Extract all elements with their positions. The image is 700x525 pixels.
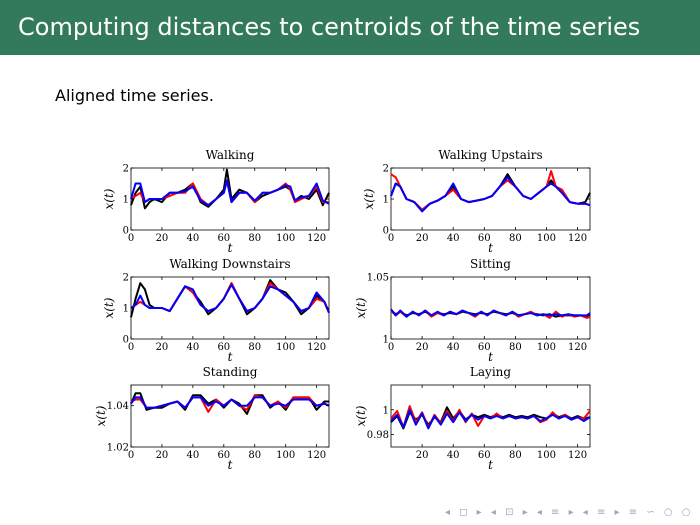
x-tick-label: 100 (537, 233, 556, 244)
series-line-blue (390, 308, 591, 318)
x-tick-label: 80 (509, 233, 522, 244)
y-axis-label: x(t) (102, 188, 116, 209)
x-tick-label: 60 (217, 450, 230, 461)
y-tick-label: 2 (123, 273, 129, 284)
axes-frame (130, 384, 330, 448)
chart-title: Walking (206, 148, 255, 162)
x-tick-label: 80 (248, 450, 261, 461)
y-axis-label: x(t) (354, 405, 368, 426)
y-axis-label: x(t) (362, 188, 376, 209)
y-tick-label: 1.04 (107, 401, 129, 412)
y-tick-label: 1 (383, 405, 389, 416)
series-line-blue (130, 283, 330, 313)
series-line-black (130, 392, 329, 415)
x-tick-label: 40 (187, 342, 200, 353)
y-tick-label: 1 (383, 195, 389, 206)
y-tick-label: 1.02 (107, 443, 129, 454)
y-tick-label: 0 (383, 226, 389, 237)
y-tick-label: 1 (383, 335, 389, 346)
chart-4: 0 20 40 60 80 100 120 1.02 1.04 Standing t x(t) (94, 365, 330, 472)
y-axis-label: x(t) (94, 405, 108, 426)
x-tick-label: 0 (388, 342, 394, 353)
y-tick-label: 0 (123, 335, 129, 346)
series-line-red (130, 394, 330, 413)
chart-1: 0 20 40 60 80 100 120 0 1 2 Walking Upstairs t x(t) (362, 148, 591, 255)
x-tick-label: 40 (447, 233, 460, 244)
x-tick-label: 20 (156, 233, 169, 244)
x-tick-label: 80 (509, 342, 522, 353)
x-tick-label: 100 (276, 342, 295, 353)
x-tick-label: 20 (156, 450, 169, 461)
slide-title: Computing distances to centroids of the … (18, 13, 641, 41)
x-tick-label: 0 (128, 233, 134, 244)
title-bar: Computing distances to centroids of the … (0, 0, 700, 55)
x-axis-label: t (488, 458, 493, 472)
x-tick-label: 120 (568, 450, 587, 461)
series-line-blue (130, 396, 330, 409)
x-tick-label: 120 (307, 342, 326, 353)
chart-title: Laying (470, 365, 511, 379)
chart-title: Walking Downstairs (169, 257, 290, 271)
x-tick-label: 40 (187, 233, 200, 244)
x-axis-label: t (488, 350, 493, 364)
y-tick-label: 0 (123, 226, 129, 237)
y-tick-label: 1 (123, 304, 129, 315)
series-line-blue (390, 176, 591, 213)
x-tick-label: 40 (447, 342, 460, 353)
chart-title: Walking Upstairs (438, 148, 542, 162)
chart-title: Standing (203, 365, 258, 379)
x-tick-label: 80 (248, 342, 261, 353)
series-line-blue (390, 408, 591, 430)
chart-title: Sitting (470, 257, 511, 271)
x-tick-label: 100 (537, 450, 556, 461)
x-tick-label: 0 (388, 233, 394, 244)
x-tick-label: 100 (276, 450, 295, 461)
y-tick-label: 0.98 (367, 430, 389, 441)
x-tick-label: 100 (537, 342, 556, 353)
chart-0: 0 20 40 60 80 100 120 0 1 2 Walking t x(t) (102, 148, 330, 255)
y-tick-label: 1.05 (367, 273, 389, 284)
y-tick-label: 1 (123, 195, 129, 206)
slide-nav-symbols[interactable]: ◂ ◻ ▸ ◂ ⊡ ▸ ◂ ≡ ▸ ◂ ≡ ▸ ≡ ∽ ○ ○ (445, 507, 694, 518)
x-axis-label: t (228, 241, 233, 255)
x-tick-label: 40 (447, 450, 460, 461)
chart-2: 0 20 40 60 80 100 120 0 1 2 Walking Downstairs t x(t… (102, 257, 330, 364)
y-tick-label: 2 (383, 164, 389, 175)
x-tick-label: 80 (509, 450, 522, 461)
x-tick-label: 60 (217, 342, 230, 353)
axes-frame (390, 384, 591, 448)
x-tick-label: 120 (307, 450, 326, 461)
x-tick-label: 0 (128, 342, 134, 353)
x-tick-label: 120 (568, 342, 587, 353)
slide-subtitle: Aligned time series. (55, 86, 214, 105)
x-tick-label: 60 (217, 233, 230, 244)
x-tick-label: 60 (478, 342, 491, 353)
x-tick-label: 120 (307, 233, 326, 244)
axes-frame (390, 276, 591, 340)
x-tick-label: 100 (276, 233, 295, 244)
x-tick-label: 60 (478, 233, 491, 244)
x-tick-label: 20 (416, 342, 429, 353)
axes-frame (390, 167, 591, 231)
x-tick-label: 120 (568, 233, 587, 244)
x-tick-label: 40 (187, 450, 200, 461)
x-tick-label: 20 (416, 233, 429, 244)
x-tick-label: 80 (248, 233, 261, 244)
x-axis-label: t (488, 241, 493, 255)
x-axis-label: t (228, 458, 233, 472)
x-axis-label: t (228, 350, 233, 364)
x-tick-label: 0 (128, 450, 134, 461)
series-line-blue (130, 179, 330, 207)
x-tick-label: 60 (478, 450, 491, 461)
y-axis-label: x(t) (102, 297, 116, 318)
chart-5: 20 40 60 80 100 120 0.98 1 Laying t x(t) (354, 365, 591, 472)
x-tick-label: 20 (156, 342, 169, 353)
y-tick-label: 2 (123, 164, 129, 175)
chart-3: 0 20 40 60 80 100 120 1 1.05 Sitting t x(t) (354, 257, 591, 364)
y-axis-label: x(t) (354, 297, 368, 318)
x-tick-label: 20 (416, 450, 429, 461)
series-line-black (130, 168, 330, 210)
